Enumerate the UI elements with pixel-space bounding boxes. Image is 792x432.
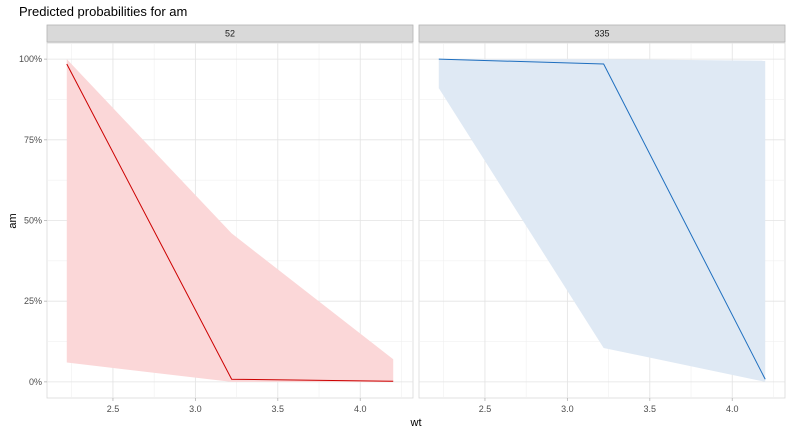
facet-strip bbox=[46, 24, 414, 43]
facet-strip-label: 52 bbox=[225, 29, 235, 39]
y-tick-label: 25% bbox=[24, 296, 42, 306]
x-axis-title: wt bbox=[410, 417, 422, 429]
prediction-line bbox=[438, 58, 766, 380]
facet-panel-52: 52 2.5 3.0 3.5 4.0 0% 25% 50% 75% 100% bbox=[19, 24, 414, 414]
x-tick-label: 3.5 bbox=[272, 404, 285, 414]
facet-panels: 52 2.5 3.0 3.5 4.0 0% 25% 50% 75% 100% 335 2.5 3.0 3.… bbox=[19, 24, 786, 414]
confidence-ribbon bbox=[438, 59, 766, 382]
chart-title: Predicted probabilities for am bbox=[19, 4, 187, 19]
confidence-ribbon bbox=[66, 59, 394, 382]
x-tick-label: 2.5 bbox=[479, 404, 492, 414]
x-tick-label: 3.5 bbox=[644, 404, 657, 414]
y-tick-label: 0% bbox=[29, 377, 42, 387]
y-tick-label: 75% bbox=[24, 135, 42, 145]
y-tick-label: 100% bbox=[19, 54, 42, 64]
x-tick-label: 4.0 bbox=[726, 404, 739, 414]
x-tick-label: 3.0 bbox=[189, 404, 202, 414]
y-tick-label: 50% bbox=[24, 216, 42, 226]
y-axis-title: am bbox=[7, 213, 19, 228]
facet-strip-label: 335 bbox=[594, 29, 609, 39]
facet-strip bbox=[418, 24, 786, 43]
facet-panel-335: 335 2.5 3.0 3.5 4.0 bbox=[418, 24, 786, 414]
prediction-line bbox=[66, 63, 394, 382]
x-tick-label: 4.0 bbox=[354, 404, 367, 414]
x-tick-label: 2.5 bbox=[107, 404, 120, 414]
x-tick-label: 3.0 bbox=[561, 404, 574, 414]
